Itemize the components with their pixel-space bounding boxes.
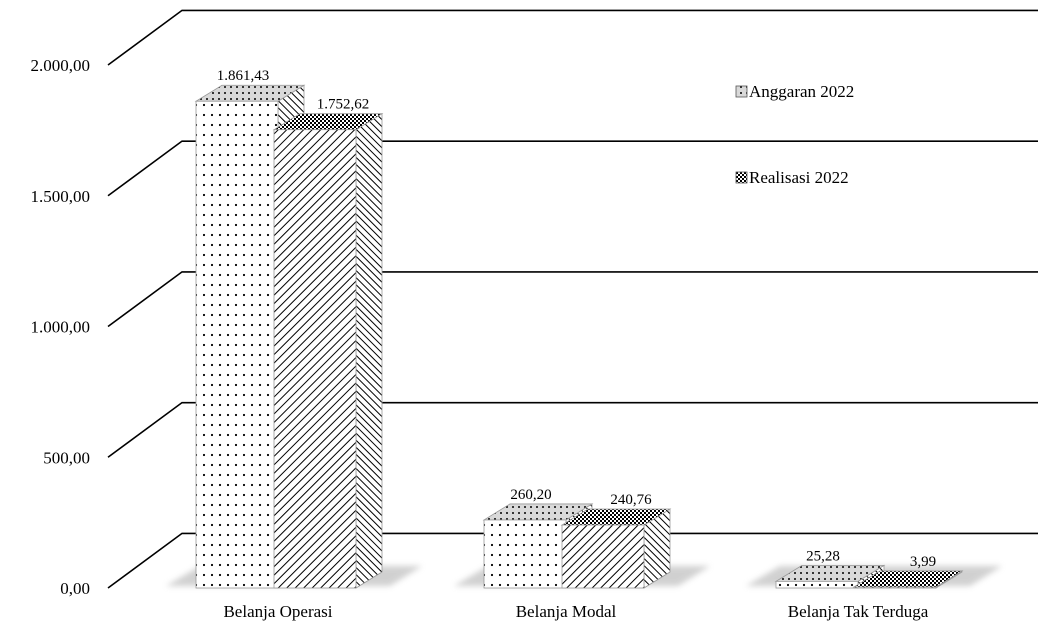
gridline [107,140,1038,197]
y-tick-label: 2.000,00 [31,56,91,75]
legend-entry: Realisasi 2022 [735,168,849,187]
legend-swatch [735,85,748,98]
bar [272,112,384,589]
data-label: 1.861,43 [217,68,270,84]
legend-label: Anggaran 2022 [749,82,854,101]
legend: Anggaran 2022 Realisasi 2022 [735,82,854,187]
gridline [107,532,1038,589]
y-tick-label: 500,00 [43,448,90,467]
y-tick-label: 1.500,00 [31,187,91,206]
x-axis: Belanja Operasi Belanja Modal Belanja Tak … [223,602,928,621]
gridline [107,271,1038,328]
gridline [107,9,1038,66]
y-tick-label: 0,00 [60,579,90,598]
bar [560,508,672,589]
legend-entry: Anggaran 2022 [735,82,854,101]
bar [852,570,964,589]
data-label: 3,99 [910,554,936,570]
gridlines [107,9,1038,589]
x-tick-label: Belanja Modal [516,602,617,621]
data-label: 25,28 [806,548,840,564]
data-label: 1.752,62 [317,97,370,113]
legend-label: Realisasi 2022 [749,168,849,187]
data-label: 260,20 [510,487,551,503]
data-label: 240,76 [610,492,652,508]
x-tick-label: Belanja Operasi [223,602,332,621]
y-tick-label: 1.000,00 [31,318,91,337]
x-tick-label: Belanja Tak Terduga [788,602,929,621]
y-axis: 0,00 500,00 1.000,00 1.500,00 2.000,00 [31,56,91,598]
gridline [107,401,1038,458]
data-labels: 1.861,43 1.752,62 260,20 240,76 25,28 3,99 [217,68,936,570]
bars [194,84,964,589]
legend-swatch [735,171,748,184]
